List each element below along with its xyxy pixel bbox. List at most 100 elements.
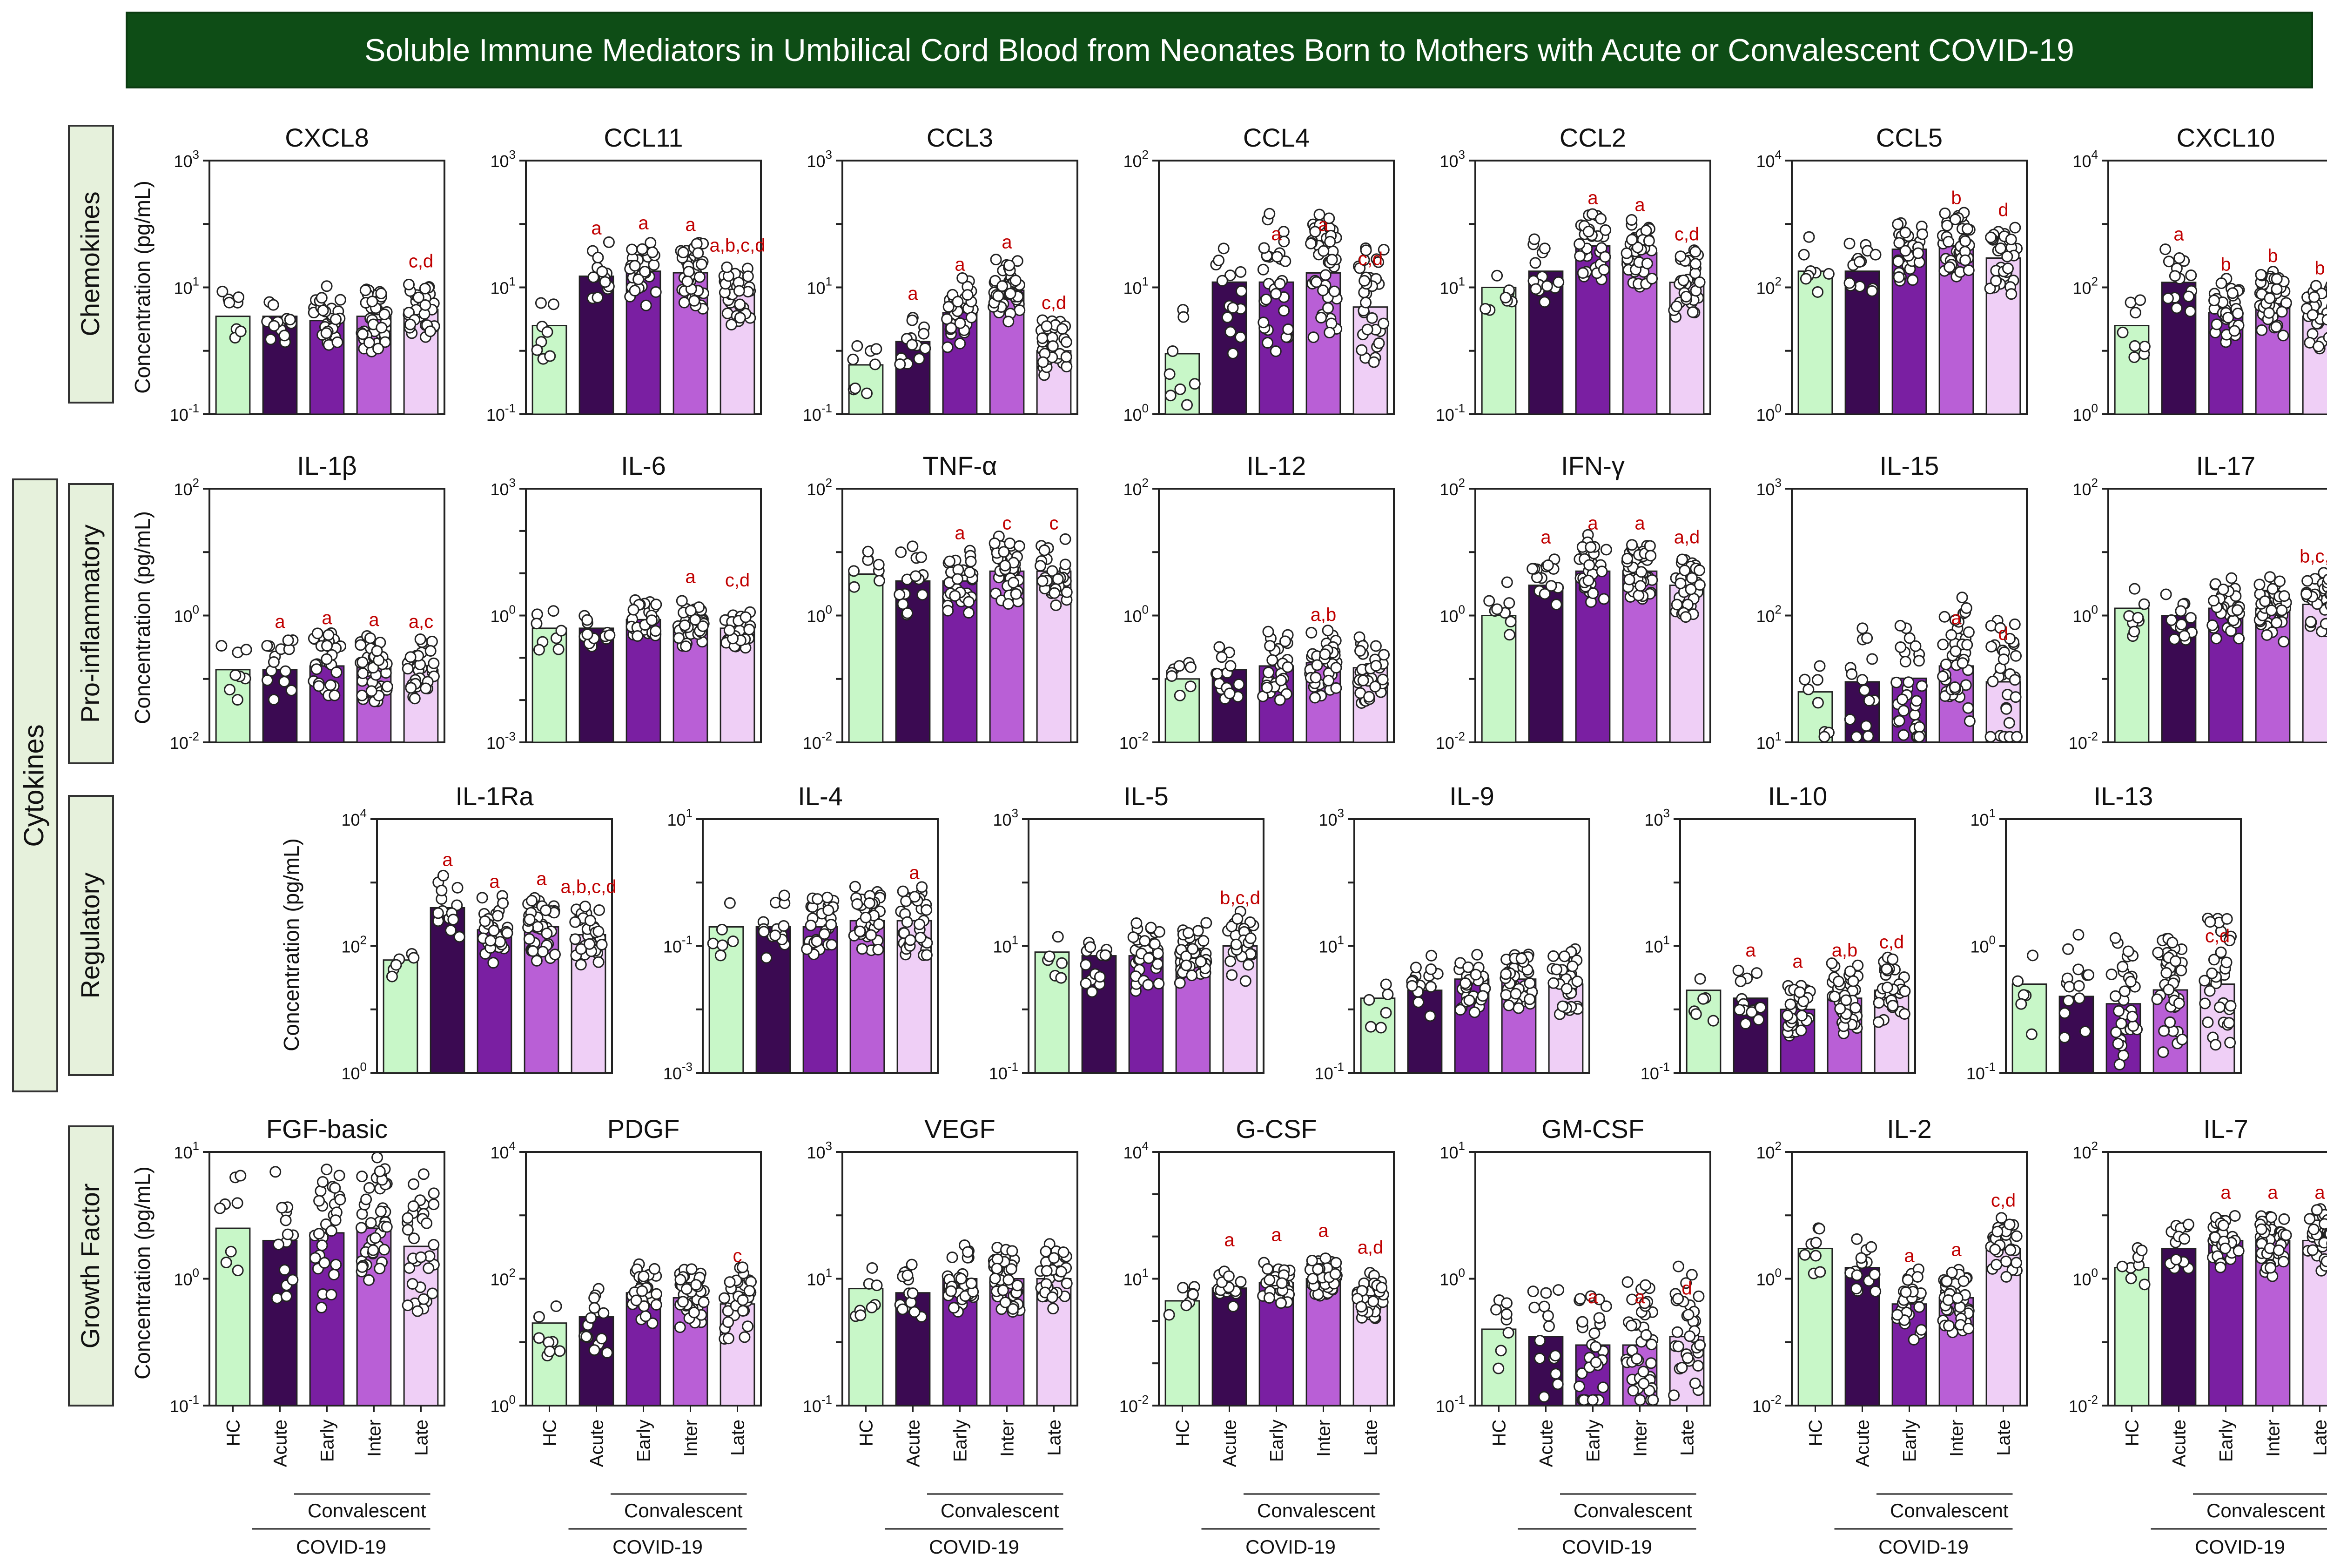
- data-point: [1369, 680, 1381, 693]
- data-point: [680, 640, 692, 653]
- y-tick-label: 100: [807, 603, 832, 626]
- data-point: [408, 952, 420, 964]
- x-tick-label: HC: [1806, 1420, 1826, 1447]
- data-point: [1941, 219, 1953, 231]
- data-point: [727, 935, 739, 948]
- data-point: [1938, 611, 1950, 623]
- y-tick-label: 10-1: [1966, 1060, 1996, 1083]
- data-point: [942, 341, 954, 353]
- data-point: [325, 1289, 337, 1301]
- significance-label: b: [1951, 188, 1961, 208]
- x-tick-label: Inter: [681, 1420, 701, 1457]
- x-tick-label: HC: [856, 1420, 877, 1447]
- data-point: [769, 929, 781, 942]
- data-point: [2129, 340, 2141, 352]
- significance-label: c,d: [1879, 932, 1904, 953]
- data-point: [363, 1182, 375, 1194]
- data-point: [714, 949, 726, 962]
- data-point: [2166, 936, 2179, 949]
- data-point: [1541, 280, 1553, 292]
- y-tick-label: 101: [1970, 806, 1996, 829]
- data-point: [1685, 583, 1697, 595]
- data-point: [1174, 689, 1186, 701]
- data-point: [2229, 1210, 2241, 1222]
- data-point: [1359, 275, 1371, 287]
- data-point: [650, 286, 662, 298]
- y-tick-label: 10-1: [170, 1393, 199, 1416]
- x-axis-group-labels: HC Acute Early Inter Late Convalescent COVID-1…: [223, 1406, 2327, 1558]
- data-point: [1061, 586, 1073, 598]
- data-point: [282, 1228, 294, 1240]
- significance-label: a,d: [1358, 1238, 1384, 1258]
- data-point: [2308, 291, 2320, 303]
- data-point: [1200, 917, 1212, 929]
- data-point: [2110, 1026, 2122, 1038]
- x-tick-label: Early: [1267, 1420, 1287, 1462]
- data-point: [445, 924, 457, 936]
- data-point: [267, 299, 279, 311]
- data-point: [2058, 1031, 2071, 1043]
- significance-label: a: [909, 862, 920, 883]
- data-point: [1833, 976, 1845, 988]
- data-point: [1184, 661, 1197, 673]
- data-point: [1034, 560, 1046, 572]
- data-point: [1046, 565, 1058, 577]
- data-point: [951, 573, 963, 585]
- data-point: [1463, 994, 1475, 1006]
- data-point: [626, 243, 638, 256]
- data-point: [2010, 650, 2022, 662]
- data-point: [906, 339, 918, 351]
- data-point: [1550, 599, 1562, 611]
- data-point: [1677, 274, 1689, 286]
- data-point: [1892, 256, 1904, 268]
- data-point: [2206, 619, 2219, 631]
- data-point: [1276, 1277, 1288, 1289]
- data-point: [603, 236, 615, 248]
- data-point: [2182, 1218, 2194, 1231]
- x-tick-label: Late: [1044, 1420, 1065, 1456]
- data-point: [2168, 633, 2180, 645]
- data-point: [1094, 971, 1106, 983]
- data-point: [677, 246, 689, 258]
- data-point: [724, 1276, 736, 1288]
- data-point: [1951, 1292, 1964, 1304]
- data-point: [1621, 552, 1634, 565]
- data-point: [1279, 635, 1291, 647]
- data-point: [946, 1252, 958, 1264]
- data-point: [909, 891, 921, 903]
- data-point: [1501, 576, 1513, 588]
- y-tick-label: 102: [2072, 275, 2098, 298]
- data-point: [2166, 614, 2178, 626]
- data-point: [1380, 978, 1392, 990]
- significance-label: c,d: [409, 251, 433, 272]
- data-point: [1367, 1295, 1379, 1307]
- significance-label: c: [1002, 513, 1012, 533]
- data-point: [999, 559, 1011, 572]
- significance-label: a: [1587, 1287, 1598, 1307]
- data-point: [233, 291, 245, 303]
- data-point: [1216, 651, 1228, 663]
- significance-label: a: [1224, 1230, 1235, 1251]
- data-point: [1899, 985, 1911, 997]
- data-point: [1991, 1225, 2004, 1238]
- data-point: [1851, 1269, 1863, 1281]
- data-point: [1050, 599, 1062, 611]
- data-point: [1897, 729, 1910, 741]
- data-point: [965, 311, 977, 323]
- data-point: [1647, 1394, 1659, 1406]
- data-point: [2179, 1233, 2191, 1245]
- data-point: [2208, 294, 2220, 306]
- data-point: [1627, 1385, 1639, 1397]
- il-5-panel: IL-5 10-1 101 103 b,c,d: [989, 781, 1264, 1083]
- data-point: [2000, 1271, 2012, 1283]
- panel-title: TNF-α: [923, 451, 997, 480]
- data-point: [963, 607, 975, 619]
- y-tick-label: 10-2: [2069, 1393, 2098, 1416]
- panel-title: IL-4: [798, 781, 843, 811]
- data-point: [313, 1228, 325, 1240]
- data-point: [1809, 1250, 1822, 1262]
- data-point: [1060, 351, 1072, 363]
- data-point: [1870, 249, 1882, 261]
- data-point: [913, 353, 925, 365]
- il-10-panel: IL-10 10-1 101 103 a a a,b c,d: [1641, 781, 1916, 1083]
